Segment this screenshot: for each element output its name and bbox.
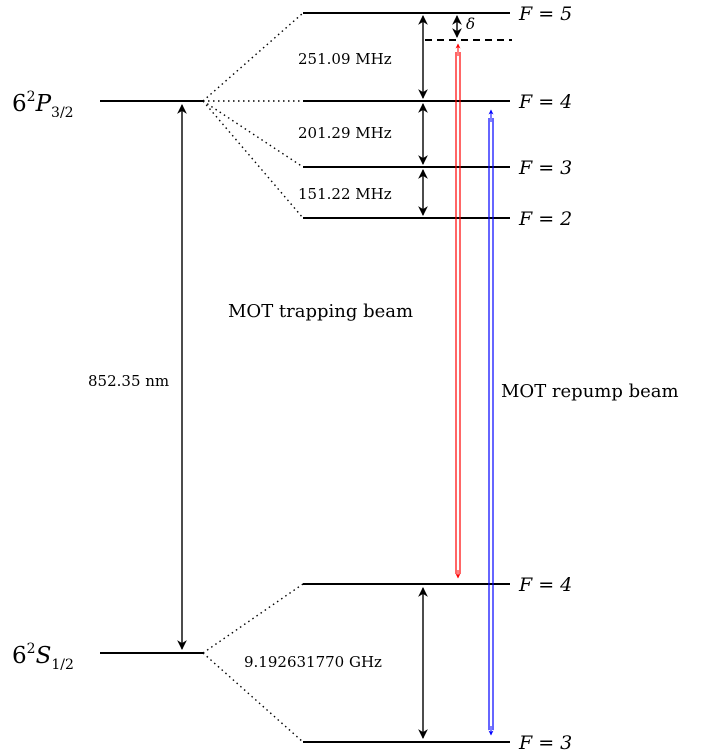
trapping-beam-arrow xyxy=(455,43,461,579)
wavelength-label: 852.35 nm xyxy=(88,372,169,390)
detuning-label: δ xyxy=(466,15,475,33)
fan-line-f5 xyxy=(202,12,304,102)
f-label-ground-f3: F = 3 xyxy=(518,732,572,754)
splitting-label-f4-f3: 201.29 MHz xyxy=(298,124,392,142)
f-label-excited-f3: F = 3 xyxy=(518,157,572,179)
fan-line-f2 xyxy=(202,100,304,219)
repump-beam-label: MOT repump beam xyxy=(501,381,679,402)
fan-line-g4 xyxy=(202,583,304,654)
f-label-ground-f4: F = 4 xyxy=(518,574,572,596)
f-label-excited-f4: F = 4 xyxy=(518,91,572,113)
splitting-label-f5-f4: 251.09 MHz xyxy=(298,50,392,68)
fan-line-f3 xyxy=(202,100,304,168)
trapping-beam-label: MOT trapping beam xyxy=(228,301,413,322)
splitting-label-ground: 9.192631770 GHz xyxy=(244,653,382,671)
splitting-label-f3-f2: 151.22 MHz xyxy=(298,185,392,203)
excited-state-label: 62P3/2 xyxy=(12,89,74,121)
f-label-excited-f5: F = 5 xyxy=(518,3,572,25)
f-label-excited-f2: F = 2 xyxy=(518,208,572,230)
ground-state-label: 62S1/2 xyxy=(12,641,74,673)
repump-beam-arrow xyxy=(488,109,494,736)
